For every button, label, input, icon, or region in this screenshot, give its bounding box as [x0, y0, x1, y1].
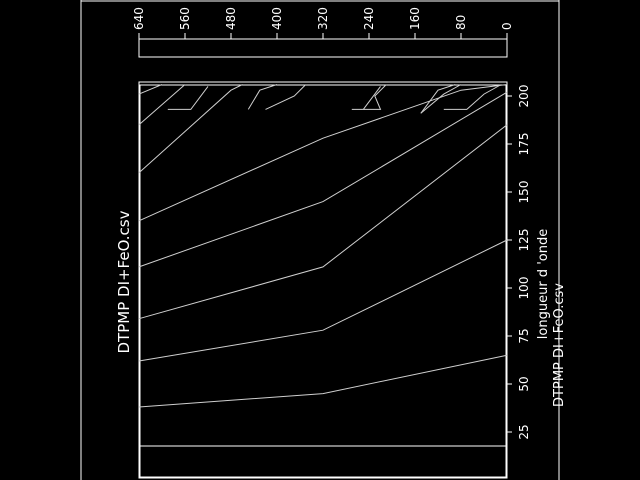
series-line-14	[420, 84, 456, 114]
x-tick-label-50: 50	[517, 376, 531, 391]
y-axis-ticks: 640 560 480 400 320 240 160 80 0	[132, 7, 514, 39]
y-tick-label-320: 320	[316, 7, 330, 30]
series-line-4	[138, 91, 508, 268]
plot-series	[138, 84, 508, 408]
series-line-11	[265, 84, 307, 110]
series-line-8	[138, 84, 163, 95]
chart-frame	[80, 0, 560, 480]
series-line-13	[362, 86, 381, 110]
y-tick-label-640: 640	[132, 7, 146, 30]
footer-caption: DTPMP DI+FeO.csv	[552, 283, 567, 407]
series-line-9	[167, 86, 209, 110]
series-line-2	[138, 239, 508, 362]
y-tick-label-240: 240	[362, 7, 376, 30]
series-line-12	[351, 84, 387, 110]
x-axis-ticks: 25 50 75 100 125 150 175 200	[507, 85, 531, 440]
x-tick-label-100: 100	[517, 277, 531, 300]
x-tick-label-150: 150	[517, 181, 531, 204]
x-tick-label-125: 125	[517, 229, 531, 252]
series-line-10	[247, 84, 278, 110]
series-line-5	[138, 84, 508, 222]
series-line-16	[420, 84, 462, 114]
x-tick-label-75: 75	[517, 328, 531, 343]
series-line-1	[138, 354, 508, 408]
y-tick-label-400: 400	[270, 7, 284, 30]
y-tick-label-80: 80	[454, 15, 468, 30]
x-tick-label-25: 25	[517, 424, 531, 439]
y-tick-label-480: 480	[224, 7, 238, 30]
series-line-3	[138, 124, 508, 320]
series-line-7	[138, 84, 186, 126]
y-tick-label-160: 160	[408, 7, 422, 30]
x-axis-label: longueur d 'onde	[536, 229, 551, 339]
x-tick-label-175: 175	[517, 133, 531, 156]
y-tick-label-0: 0	[500, 22, 514, 30]
x-tick-label-200: 200	[517, 85, 531, 108]
y-tick-label-560: 560	[178, 7, 192, 30]
series-line-15	[443, 84, 502, 110]
plot-area-border	[138, 81, 508, 479]
scale-bar-box	[138, 38, 508, 58]
series-line-6	[138, 84, 243, 174]
plot-area-inner-border	[139, 84, 507, 478]
chart-title: DTPMP DI+FeO.csv	[115, 210, 133, 353]
